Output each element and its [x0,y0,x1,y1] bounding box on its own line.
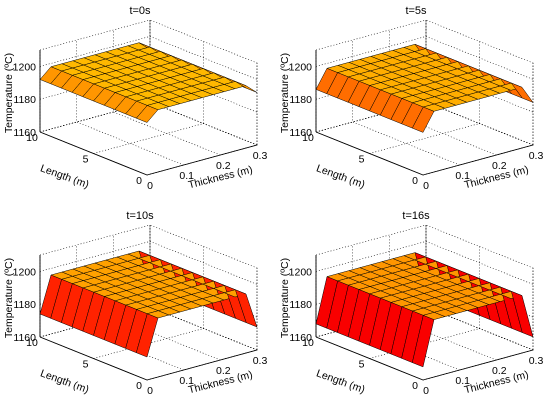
surface-patch [510,82,534,103]
panel-title: t=10s [126,210,154,222]
x-axis [422,349,534,381]
x-tick-label: 0.3 [529,355,544,367]
y-tick-label: 0 [412,175,418,187]
x-tick-label: 0 [423,180,429,192]
y-tick-label: 5 [359,359,365,371]
z-tick-label: 1200 [289,61,313,73]
y-axis-label: Length (m) [315,162,367,191]
y-tick-label: 0 [412,380,418,392]
z-tick-label: 1160 [289,332,312,344]
y-tick-label: 10 [302,337,314,349]
y-tick-label: 10 [302,132,314,144]
x-tick-label: 0 [147,385,153,397]
y-axis [39,336,148,381]
z-tick-label: 1180 [289,94,312,106]
z-tick-label: 1200 [13,61,37,73]
x-axis [146,349,258,381]
x-tick-label: 0.2 [216,160,231,172]
z-axis-label: Temperature (ºC) [279,53,291,133]
y-axis [315,336,424,381]
y-tick-label: 10 [26,132,38,144]
y-gridline [93,246,204,359]
x-tick-label: 0.1 [179,170,194,182]
y-tick-label: 5 [83,359,89,371]
z-tick-label: 1180 [13,299,36,311]
z-axis-label: Temperature (ºC) [3,53,15,133]
y-axis-label: Length (m) [39,162,91,191]
z-tick-label: 1160 [13,332,36,344]
x-axis [146,144,258,176]
x-tick-label: 0.3 [253,355,268,367]
panel-title: t=5s [405,5,427,17]
z-tick-label: 1180 [13,94,36,106]
x-tick-label: 0.2 [492,365,507,377]
panel-2: t=5s11601180120000.10.20.30510Thickness … [279,5,543,192]
x-tick-label: 0.2 [492,160,507,172]
surface-patch [234,289,258,328]
y-tick-label: 5 [83,154,89,166]
z-axis-label: Temperature (ºC) [3,258,15,338]
x-axis [422,144,534,176]
z-axis-label: Temperature (ºC) [279,258,291,338]
y-tick-label: 0 [136,380,142,392]
panel-title: t=0s [129,5,151,17]
z-tick-label: 1160 [289,127,312,139]
y-axis-label: Length (m) [39,367,91,396]
y-axis-label: Length (m) [315,367,367,396]
panel-title: t=16s [402,210,430,222]
x-tick-label: 0.3 [253,150,268,162]
x-tick-label: 0.3 [529,150,544,162]
panel-1: t=0s11601180120000.10.20.30510Thickness … [3,5,267,192]
surface-patch [510,290,534,338]
panel-3: t=10s11601180120000.10.20.30510Thickness… [3,210,267,397]
z-tick-label: 1200 [289,266,313,278]
y-axis [39,131,148,176]
surface-patch [235,81,258,93]
x-tick-label: 0.2 [216,365,231,377]
y-gridline [369,41,480,154]
x-tick-label: 0 [423,385,429,397]
x-tick-label: 0.1 [455,170,470,182]
panel-4: t=16s11601180120000.10.20.30510Thickness… [279,210,543,397]
z-tick-label: 1200 [13,266,37,278]
y-gridline [369,246,480,359]
z-tick-label: 1180 [289,299,312,311]
x-tick-label: 0 [147,180,153,192]
y-tick-label: 10 [26,337,38,349]
y-tick-label: 5 [359,154,365,166]
x-tick-label: 0.1 [455,375,470,387]
x-tick-label: 0.1 [179,375,194,387]
z-tick-label: 1160 [13,127,36,139]
y-axis [315,131,424,176]
y-tick-label: 0 [136,175,142,187]
